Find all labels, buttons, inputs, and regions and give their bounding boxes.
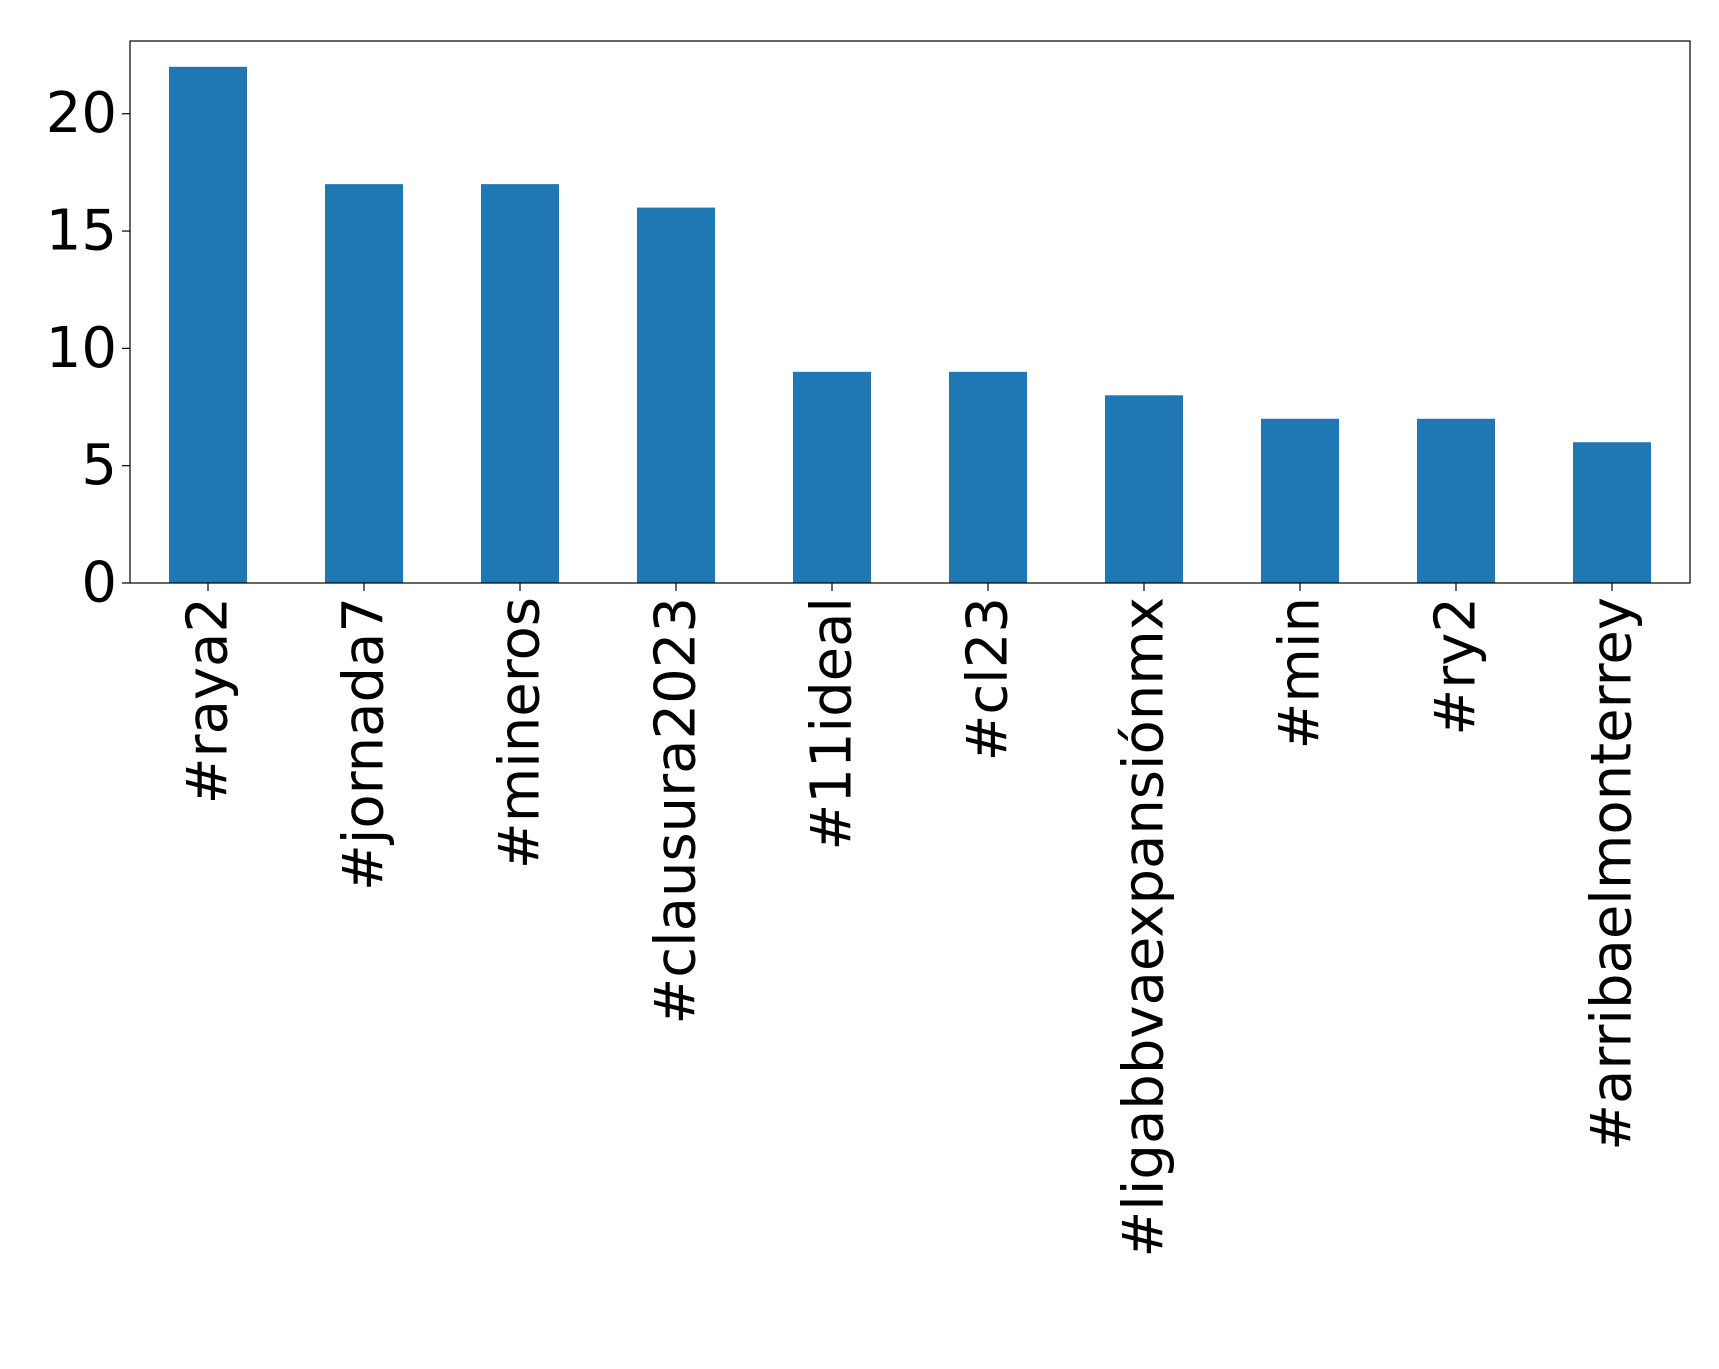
bar xyxy=(949,371,1027,583)
x-tick-label: #ligabbvaexpansiónmx xyxy=(1112,597,1177,1258)
bar xyxy=(1261,418,1339,583)
bar xyxy=(1573,442,1651,583)
y-tick-label: 15 xyxy=(46,199,117,264)
x-tick-label: #jornada7 xyxy=(332,597,397,891)
axes-frame xyxy=(129,40,1691,584)
x-tick-label: #11ideal xyxy=(800,597,865,851)
x-tick-label: #raya2 xyxy=(176,597,241,804)
x-tick-label: #arribaelmonterrey xyxy=(1580,597,1645,1151)
bar xyxy=(325,184,403,583)
bar xyxy=(1105,395,1183,583)
bar xyxy=(637,207,715,583)
y-axis-ticks: 0 5 10 15 20 xyxy=(46,81,130,616)
x-tick-label: #clausura2023 xyxy=(644,597,709,1025)
axes-group xyxy=(129,40,1691,584)
y-tick-label: 0 xyxy=(81,551,117,616)
y-tick-label: 5 xyxy=(81,433,117,498)
x-axis-ticks: #raya2 #jornada7 #mineros #clausura2023 #11i… xyxy=(176,583,1645,1258)
bar xyxy=(793,371,871,583)
x-tick-label: #ry2 xyxy=(1424,597,1489,736)
bar xyxy=(1417,418,1495,583)
y-tick-label: 20 xyxy=(46,81,117,146)
bars-group xyxy=(169,66,1651,583)
x-tick-label: #mineros xyxy=(488,597,553,869)
x-tick-label: #cl23 xyxy=(956,597,1021,762)
y-tick-label: 10 xyxy=(46,316,117,381)
x-tick-label: #min xyxy=(1268,597,1333,750)
bar xyxy=(481,184,559,583)
bar xyxy=(169,66,247,583)
